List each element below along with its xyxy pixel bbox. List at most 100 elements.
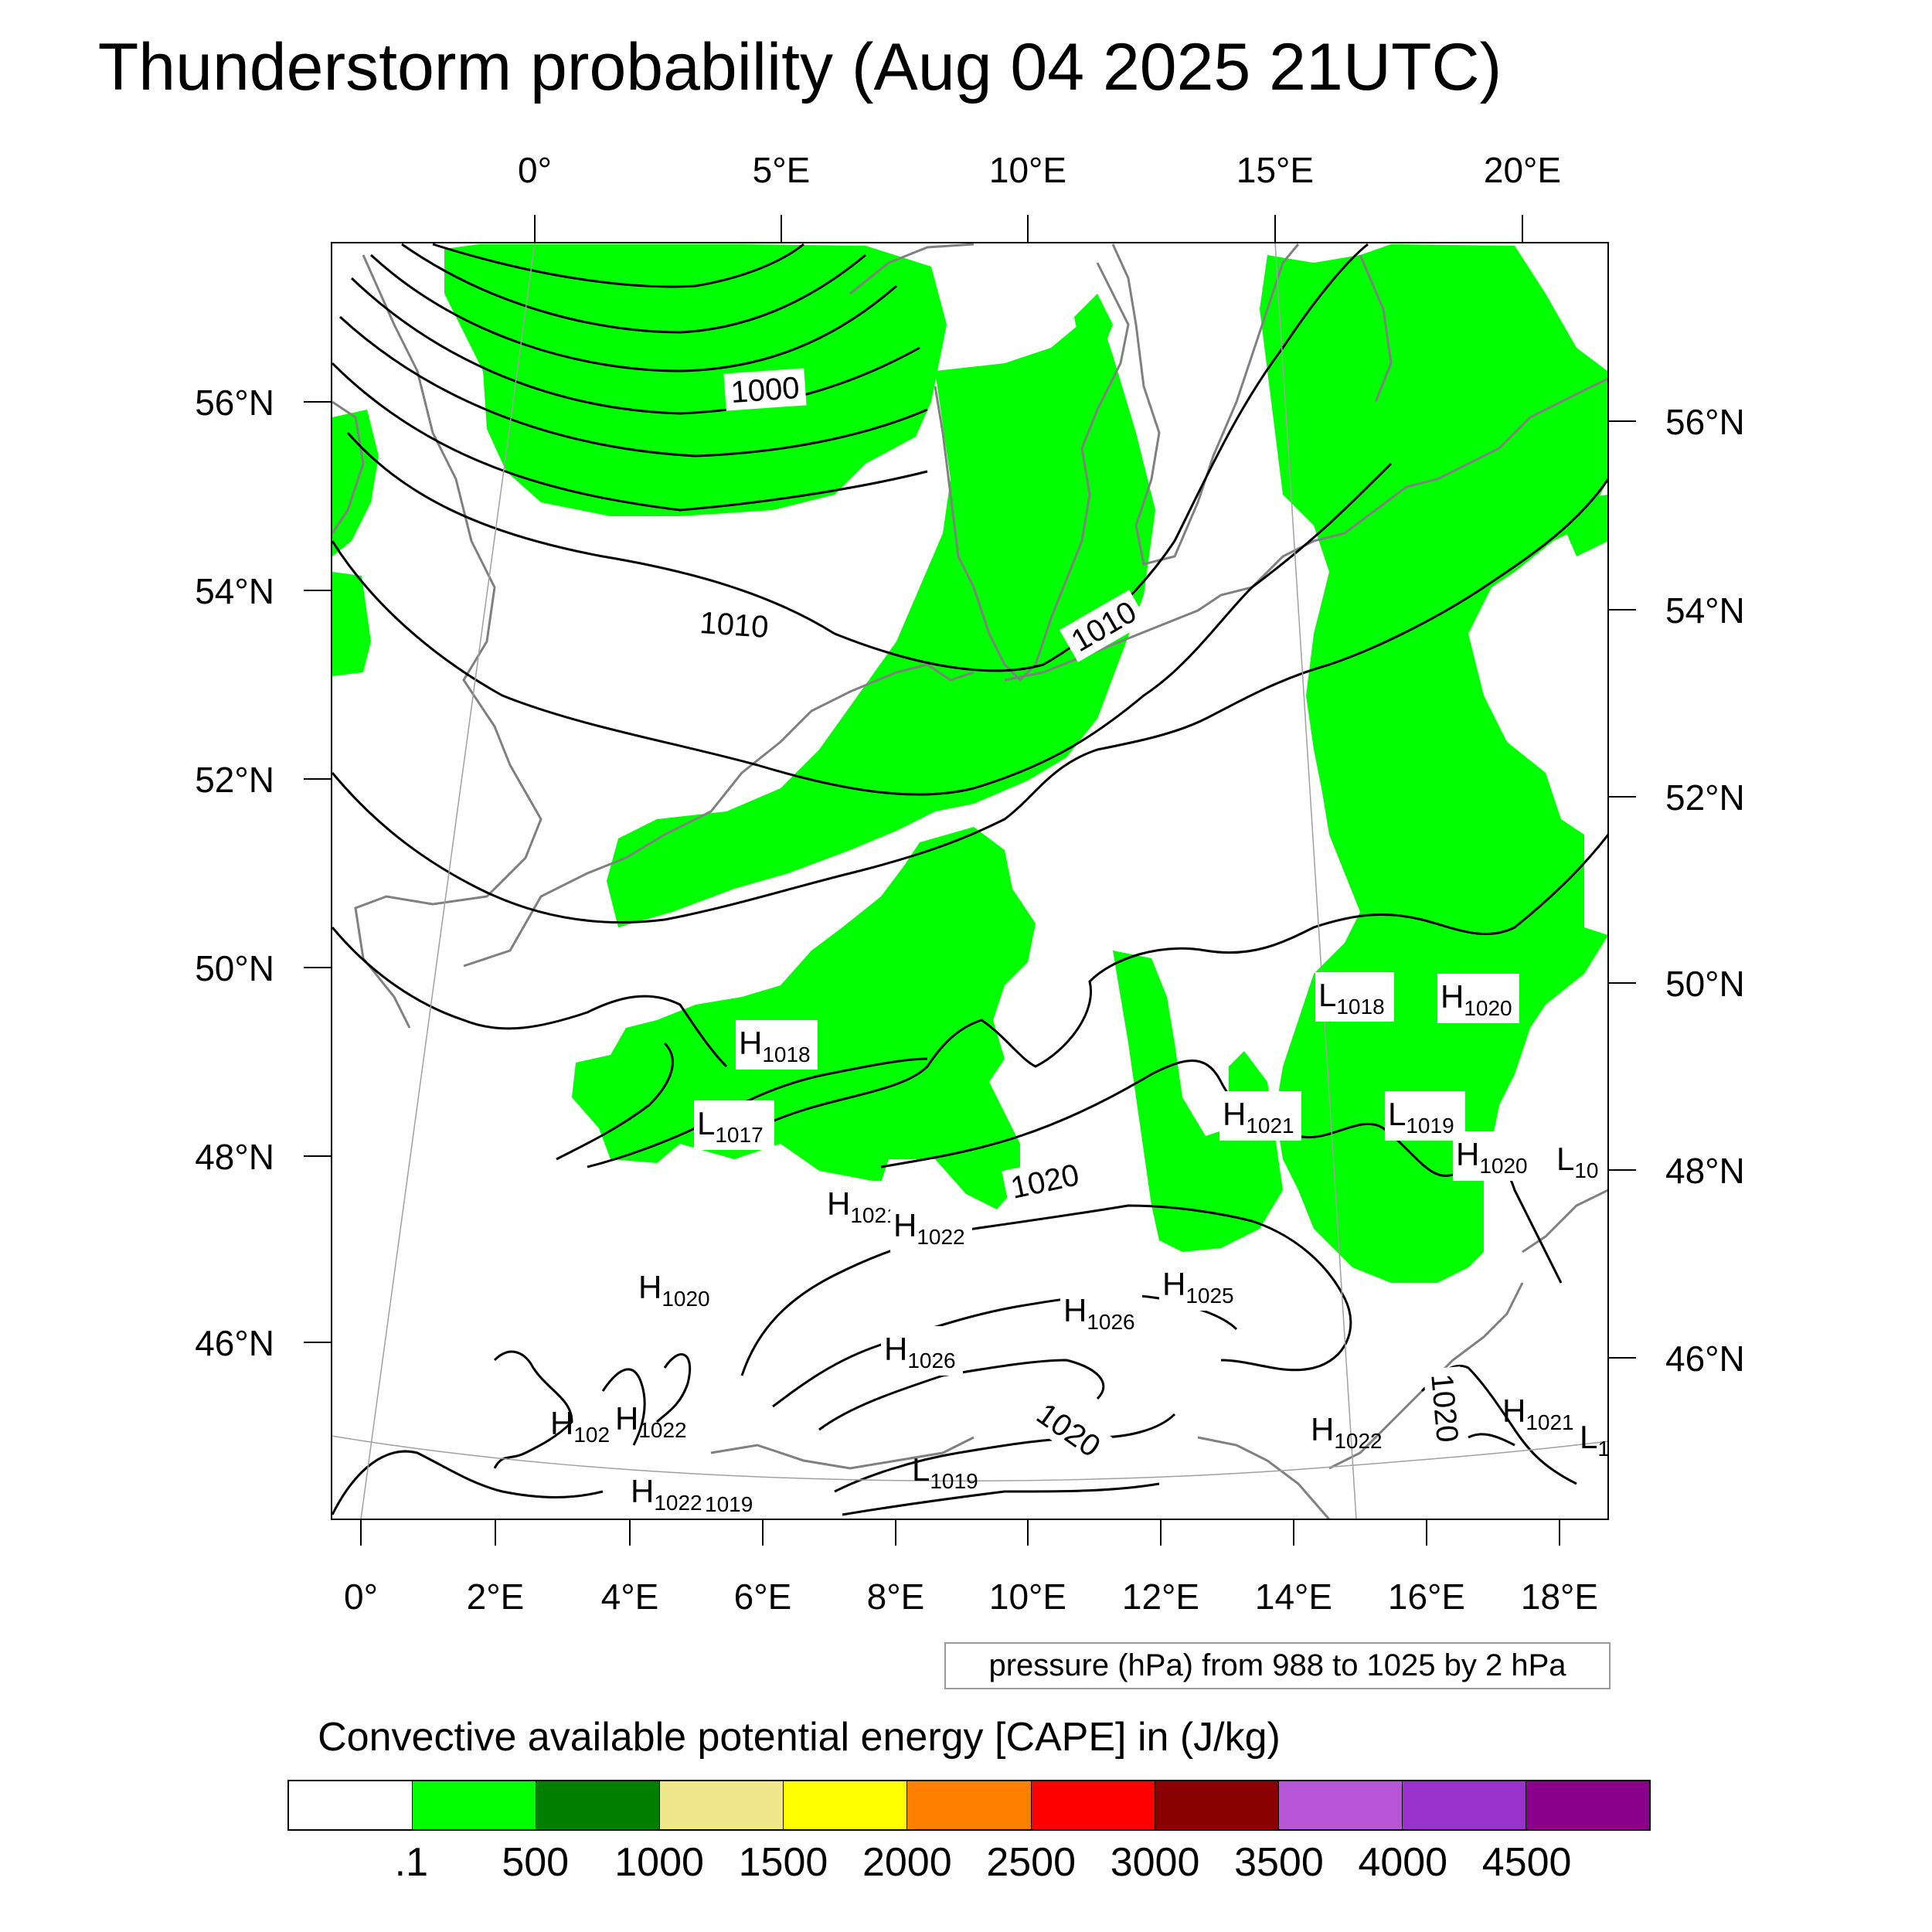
coast-norway	[849, 243, 975, 295]
colorbar	[287, 1780, 1651, 1831]
bottom-lon-label: 12°E	[1122, 1577, 1199, 1617]
isobar-1016	[332, 927, 728, 1068]
graticule	[332, 243, 1608, 1519]
coast-sweden	[1111, 243, 1300, 566]
colorbar-swatch	[784, 1781, 908, 1829]
left-lat-labels: 56°N 54°N 52°N 50°N 48°N 46°N	[195, 383, 274, 1363]
isobar-n5	[338, 315, 928, 457]
isobar-alps-b	[772, 1294, 1238, 1408]
pressure-info-box: pressure (hPa) from 988 to 1025 by 2 hPa	[944, 1642, 1611, 1689]
isobar-alps-c	[818, 1359, 1105, 1431]
bottom-lon-labels: 0° 2°E 4°E 6°E 8°E 10°E 12°E 14°E 16°E 1…	[344, 1577, 1598, 1617]
bottom-lon-label: 2°E	[467, 1577, 525, 1617]
right-lat-label: 56°N	[1665, 402, 1745, 442]
bottom-lon-label: 16°E	[1388, 1577, 1465, 1617]
isobar-n6	[332, 362, 928, 512]
pressure-center: L1017	[697, 1105, 764, 1147]
cape-area-northeast	[1538, 363, 1608, 433]
pressure-center: H1026	[1063, 1292, 1135, 1334]
bottom-lon-label: 18°E	[1521, 1577, 1598, 1617]
right-lat-label: 48°N	[1665, 1151, 1745, 1191]
pressure-center: 1019	[705, 1492, 753, 1516]
graticule-meridian-15e	[1274, 243, 1357, 1519]
isobar-1010b	[332, 462, 1393, 796]
right-lat-label: 50°N	[1665, 964, 1745, 1004]
map-frame	[331, 242, 1609, 1520]
pressure-center: L1	[1580, 1419, 1610, 1461]
pressure-center: H1020	[1440, 978, 1512, 1020]
right-lat-label: 46°N	[1665, 1338, 1745, 1379]
coast-east	[1522, 1189, 1608, 1253]
coast-med-france	[710, 1436, 975, 1470]
colorbar-label: .1	[394, 1840, 429, 1885]
colorbar-label: 1000	[614, 1840, 704, 1885]
coastlines	[332, 243, 1608, 1519]
pressure-center: H1020	[638, 1269, 710, 1311]
colorbar-label: 500	[502, 1840, 570, 1885]
top-ticks	[534, 215, 1523, 243]
left-lat-label: 50°N	[195, 948, 274, 988]
pressure-center: H1026	[884, 1331, 956, 1372]
coast-baltic-south	[1004, 377, 1608, 682]
colorbar-label: 3500	[1234, 1840, 1324, 1885]
cape-areas	[332, 244, 1608, 1283]
isobar-1020a	[587, 1057, 928, 1168]
top-lon-label: 0°	[518, 150, 552, 190]
colorbar-swatch	[1031, 1781, 1155, 1829]
bottom-lon-label: 0°	[344, 1577, 378, 1617]
colorbar-label: 1500	[738, 1840, 828, 1885]
pressure-center: H1021	[1502, 1393, 1574, 1434]
pressure-center: L10	[1556, 1141, 1599, 1182]
map-content: 1000 1010 1010 1020 1020 1020	[332, 243, 1610, 1519]
cape-area-baltic-a	[1074, 294, 1113, 363]
top-lon-label: 20°E	[1484, 150, 1561, 190]
pressure-center: H1022	[631, 1473, 702, 1515]
right-lat-label: 52°N	[1665, 777, 1745, 818]
colorbar-swatch	[413, 1781, 537, 1829]
isobar-sw-c	[655, 1353, 692, 1423]
pressure-center: H1025	[1162, 1266, 1234, 1308]
colorbar-swatch	[1402, 1781, 1526, 1829]
pressure-center: H102	[550, 1405, 610, 1447]
isobar-label-1010-west: 1010	[699, 606, 770, 645]
right-lat-label: 54°N	[1665, 590, 1745, 631]
coast-britain-west	[332, 400, 365, 534]
isobar-sw-b	[601, 1368, 646, 1446]
pressure-center: H1022	[893, 1207, 965, 1249]
coast-baltic-east	[1359, 254, 1393, 403]
bottom-lon-label: 8°E	[867, 1577, 925, 1617]
colorbar-swatch	[1278, 1781, 1403, 1829]
isobar-label-1000: 1000	[730, 371, 801, 410]
pressure-center: L1019	[912, 1451, 978, 1493]
bottom-ticks	[360, 1519, 1560, 1546]
colorbar-swatch	[907, 1781, 1032, 1829]
coast-denmark	[934, 262, 1130, 682]
pressure-center: H1020	[1456, 1136, 1528, 1178]
isobar-south-b	[842, 1482, 1160, 1516]
graticule-parallel-45n	[332, 1435, 1608, 1482]
pressure-center: L1018	[1318, 977, 1385, 1019]
colorbar-swatch	[1526, 1781, 1650, 1829]
isobar-1018	[757, 834, 1608, 1130]
isobar-n1	[432, 243, 804, 288]
cape-area-west-coast-a	[332, 410, 379, 556]
isobar-1010a	[346, 243, 1369, 672]
isobar-sw-d	[332, 1450, 604, 1515]
isobar-labels: 1000 1010 1010 1020 1020 1020	[692, 368, 1468, 1468]
colorbar-labels: .1 500 1000 1500 2000 2500 3000 3500 4000 4500	[0, 1839, 1932, 1886]
pressure-center: L1019	[1388, 1096, 1454, 1138]
left-lat-label: 52°N	[195, 760, 274, 800]
colorbar-label: 3000	[1110, 1840, 1200, 1885]
cape-area-north-sea	[444, 244, 947, 516]
isobar-south-a	[834, 1413, 1176, 1493]
isobar-east-b	[1468, 1433, 1515, 1447]
isobar-n3	[369, 253, 897, 372]
colorbar-label: 4500	[1481, 1840, 1572, 1885]
colorbar-swatch	[1155, 1781, 1279, 1829]
left-lat-label: 48°N	[195, 1137, 274, 1177]
isobar-label-1020-east: 1020	[1424, 1372, 1464, 1444]
pressure-center: H1018	[739, 1025, 811, 1066]
cape-area-poland-east	[1260, 244, 1608, 1283]
left-lat-label: 56°N	[195, 383, 274, 423]
top-lon-label: 15°E	[1236, 150, 1314, 190]
